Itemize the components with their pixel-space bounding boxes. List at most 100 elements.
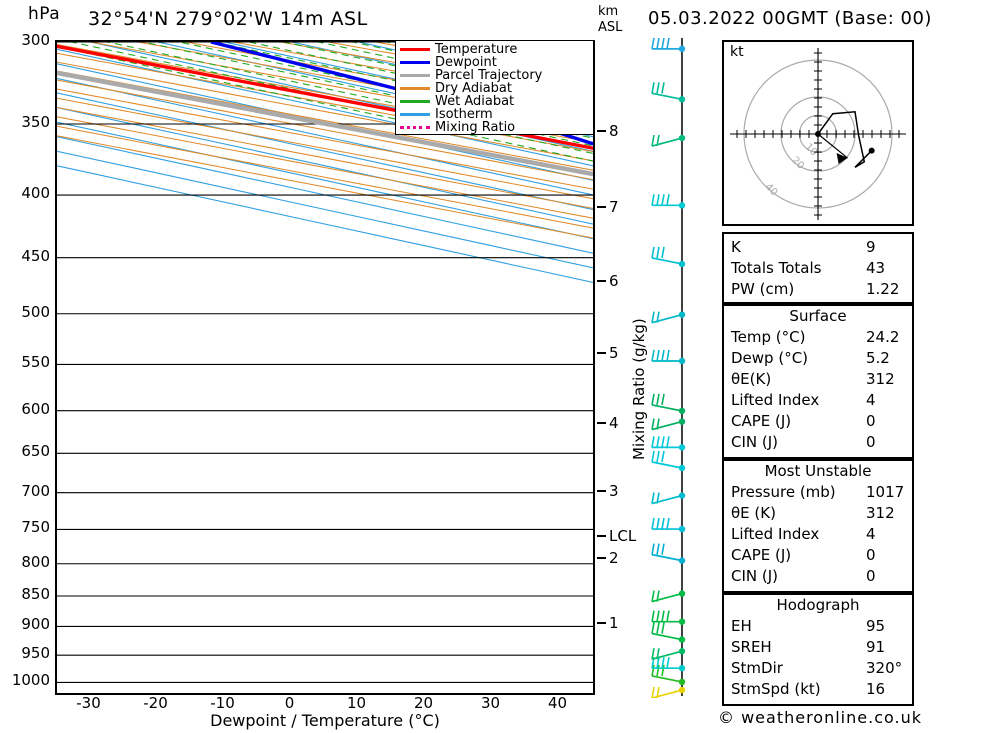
barb-shaft bbox=[651, 553, 683, 562]
wind-barb[interactable] bbox=[651, 517, 686, 533]
barb-point bbox=[678, 686, 686, 694]
barb-point bbox=[678, 45, 686, 53]
barb-flag bbox=[656, 82, 660, 94]
pressure-tick-label: 400 bbox=[21, 184, 50, 203]
index-value: 24.2 bbox=[866, 328, 900, 346]
index-row: θE(K) 312 bbox=[724, 369, 912, 390]
pressure-tick-label: 300 bbox=[21, 31, 50, 49]
index-label: θE (K) bbox=[731, 504, 776, 522]
altitude-tick-label: 3 bbox=[609, 482, 619, 501]
legend-item: Mixing Ratio bbox=[400, 121, 593, 134]
legend-item: Wet Adiabat bbox=[400, 95, 593, 108]
barb-flag bbox=[656, 134, 660, 147]
barb-flag bbox=[656, 610, 660, 622]
index-label: SREH bbox=[731, 638, 772, 656]
index-row: CAPE (J) 0 bbox=[724, 545, 912, 566]
wet-adiabat-lines bbox=[57, 42, 593, 162]
hodograph-panel[interactable]: kt 10 20 40 bbox=[722, 40, 914, 226]
wind-barb[interactable] bbox=[651, 436, 686, 451]
wind-barb[interactable] bbox=[651, 311, 686, 324]
barb-point bbox=[678, 648, 686, 655]
hodograph-trace bbox=[817, 110, 875, 168]
barb-flag bbox=[651, 194, 655, 206]
wind-barb[interactable] bbox=[651, 134, 686, 147]
pressure-tick-label: 1000 bbox=[11, 671, 50, 690]
barb-flag bbox=[656, 543, 660, 555]
wind-barb[interactable] bbox=[651, 450, 686, 472]
hodograph-ring-label: 10 bbox=[803, 142, 820, 159]
index-row: CIN (J) 0 bbox=[724, 566, 912, 587]
barb-flag bbox=[656, 349, 660, 362]
wind-barb[interactable] bbox=[651, 657, 686, 672]
legend-swatch bbox=[400, 113, 430, 116]
storm-motion-arrow bbox=[817, 133, 848, 159]
wind-barb[interactable] bbox=[651, 492, 686, 505]
legend-swatch bbox=[400, 48, 430, 51]
barb-flag bbox=[666, 194, 670, 206]
index-label: StmDir bbox=[731, 659, 783, 677]
pressure-tick-label: 850 bbox=[21, 585, 50, 603]
wind-barb[interactable] bbox=[651, 543, 686, 564]
wind-barb[interactable] bbox=[651, 648, 686, 661]
wind-barb[interactable] bbox=[651, 418, 686, 431]
pressure-gridlines bbox=[57, 42, 593, 684]
barb-flag bbox=[656, 492, 660, 504]
temperature-tick-label: 10 bbox=[346, 694, 367, 712]
wind-barb[interactable] bbox=[651, 393, 686, 415]
legend-item: Temperature bbox=[400, 43, 593, 56]
index-value: 0 bbox=[866, 567, 876, 585]
legend-swatch bbox=[400, 87, 430, 90]
wind-barb[interactable] bbox=[651, 82, 686, 103]
storm-motion-arrowhead bbox=[836, 153, 848, 165]
barb-flag bbox=[651, 82, 655, 94]
barb-point bbox=[678, 202, 686, 209]
barb-flag bbox=[661, 436, 665, 448]
wind-barb[interactable] bbox=[651, 664, 686, 686]
wind-barb[interactable] bbox=[651, 610, 686, 625]
index-label: Lifted Index bbox=[731, 525, 820, 543]
wind-barb[interactable] bbox=[651, 686, 686, 698]
index-label: CIN (J) bbox=[731, 567, 779, 585]
barb-shaft bbox=[651, 92, 683, 101]
wind-barb-profile[interactable] bbox=[638, 38, 698, 698]
legend-label: Parcel Trajectory bbox=[435, 68, 543, 83]
wind-barb[interactable] bbox=[651, 349, 686, 365]
barb-flag bbox=[666, 610, 670, 622]
wind-barb[interactable] bbox=[651, 622, 686, 643]
altitude-tick bbox=[597, 622, 606, 625]
altitude-tick bbox=[597, 421, 606, 424]
barb-flag bbox=[651, 450, 655, 463]
altitude-tick-label: 7 bbox=[609, 198, 619, 217]
index-label: Dewp (°C) bbox=[731, 349, 809, 367]
pressure-tick-label: 550 bbox=[21, 353, 50, 372]
barb-flag bbox=[651, 311, 655, 323]
legend-item: Isotherm bbox=[400, 108, 593, 121]
index-value: 9 bbox=[866, 238, 876, 256]
temperature-tick-label: 20 bbox=[413, 694, 434, 712]
legend-label: Dry Adiabat bbox=[435, 81, 512, 96]
pressure-tick-label: 950 bbox=[21, 644, 50, 663]
index-value: 1017 bbox=[866, 483, 905, 501]
wind-barb[interactable] bbox=[651, 38, 686, 53]
index-label: Temp (°C) bbox=[731, 328, 806, 346]
index-label: Pressure (mb) bbox=[731, 483, 836, 501]
skewt-plot[interactable]: 12346810152025 bbox=[55, 40, 595, 695]
legend-label: Temperature bbox=[435, 42, 518, 57]
wind-barb[interactable] bbox=[651, 194, 686, 209]
isotherm bbox=[57, 121, 593, 240]
legend-label: Mixing Ratio bbox=[435, 120, 516, 135]
pressure-tick-label: 900 bbox=[21, 615, 50, 634]
barb-flag bbox=[651, 622, 655, 634]
barb-point bbox=[678, 492, 686, 499]
wind-barb[interactable] bbox=[651, 246, 686, 268]
lcl-label: LCL bbox=[609, 526, 637, 545]
barb-flag bbox=[651, 246, 655, 259]
wind-barb[interactable] bbox=[651, 590, 686, 603]
index-label: CAPE (J) bbox=[731, 412, 792, 430]
barb-point bbox=[678, 525, 686, 533]
barb-flag bbox=[651, 664, 655, 677]
barb-point bbox=[678, 636, 686, 643]
wet-adiabat bbox=[318, 42, 593, 102]
legend-item: Parcel Trajectory bbox=[400, 69, 593, 82]
datetime-label: 05.03.2022 00GMT (Base: 00) bbox=[648, 8, 932, 29]
